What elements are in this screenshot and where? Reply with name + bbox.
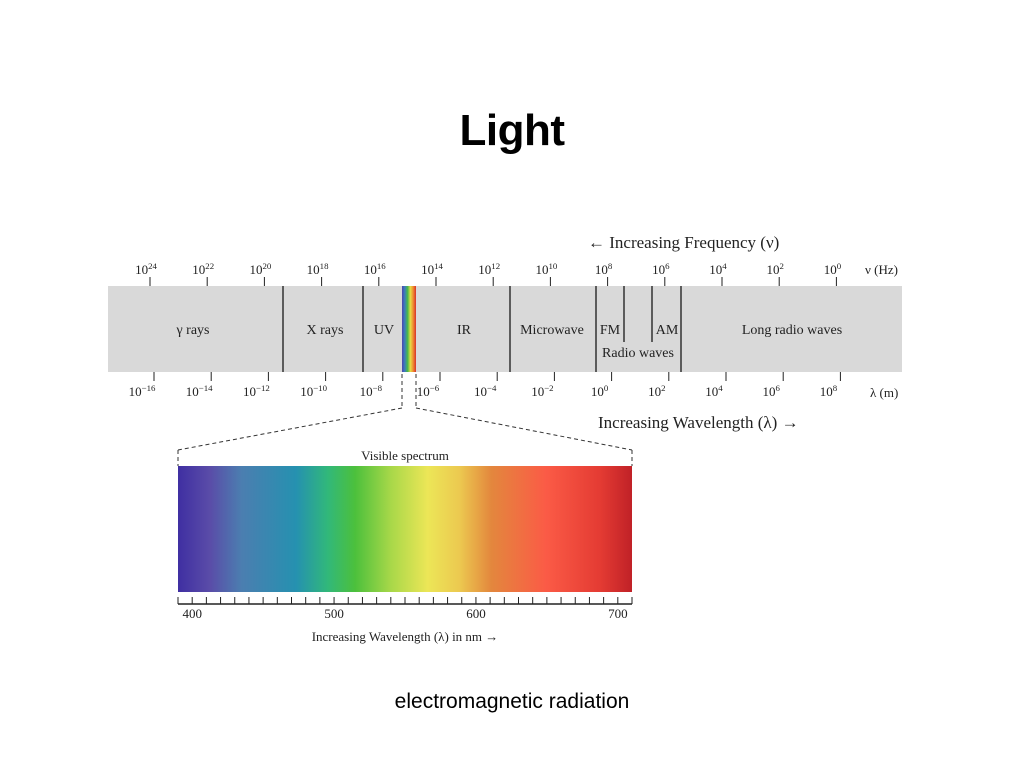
visible-strip (402, 286, 416, 372)
wave-tick-label: 10−8 (360, 383, 383, 399)
visible-tick-label: 500 (324, 606, 344, 621)
wave-tick-label: 10−6 (417, 383, 440, 399)
region-gamma: γ rays (175, 323, 209, 338)
region-microwave: Microwave (520, 323, 584, 338)
wavelength-axis: 10−16 10−14 10−12 10−10 10−8 10−6 10−4 10−2 100 1… (129, 372, 841, 399)
freq-tick-label: 1012 (478, 261, 500, 277)
zoom-connector (177, 374, 633, 466)
region-dividers (282, 286, 682, 372)
freq-tick-label: 1022 (192, 261, 214, 277)
spectrum-band (108, 286, 902, 372)
freq-tick-label: 1016 (364, 261, 386, 277)
freq-tick-label: 100 (824, 261, 842, 277)
visible-tick-label: 700 (608, 606, 628, 621)
wave-tick-label: 104 (705, 383, 723, 399)
region-long-radio: Long radio waves (742, 323, 842, 338)
wavelength-arrow-label: Increasing Wavelength (λ) → (598, 413, 799, 432)
region-am: AM (656, 323, 679, 338)
wave-tick-label: 10−2 (531, 383, 553, 399)
region-xray: X rays (307, 323, 344, 338)
frequency-axis: 1024 1022 1020 1018 1016 1014 1012 1010 108 106 10… (135, 261, 842, 286)
slide-title: Light (459, 106, 565, 155)
wave-tick-label: 102 (648, 383, 665, 399)
region-fm: FM (600, 323, 621, 338)
visible-spectrum-bar (178, 466, 632, 592)
frequency-unit-label: ν (Hz) (865, 262, 898, 277)
freq-tick-label: 102 (766, 261, 783, 277)
freq-tick-label: 1014 (421, 261, 443, 277)
visible-tick-label: 600 (466, 606, 486, 621)
wave-tick-label: 10−12 (243, 383, 270, 399)
wave-tick-label: 108 (820, 383, 838, 399)
region-ir: IR (457, 323, 472, 338)
freq-tick-label: 1018 (307, 261, 329, 277)
slide-caption: electromagnetic radiation (394, 690, 630, 713)
freq-tick-label: 1020 (249, 261, 271, 277)
wave-tick-label: 106 (762, 383, 780, 399)
frequency-arrow-label: ← Increasing Frequency (ν) (588, 233, 779, 252)
freq-tick-label: 104 (709, 261, 727, 277)
visible-spectrum-title: Visible spectrum (361, 448, 449, 463)
region-uv: UV (374, 323, 394, 338)
wavelength-unit-label: λ (m) (870, 385, 898, 400)
wave-tick-label: 10−16 (129, 383, 156, 399)
freq-tick-label: 1010 (535, 261, 557, 277)
visible-tick-label: 400 (182, 606, 202, 621)
region-radio: Radio waves (602, 346, 674, 361)
freq-tick-label: 1024 (135, 261, 157, 277)
wave-tick-label: 10−10 (300, 383, 327, 399)
visible-axis: 400 500 600 700 (177, 597, 633, 621)
wave-tick-label: 10−4 (474, 383, 497, 399)
wave-tick-label: 10−14 (186, 383, 213, 399)
visible-axis-label: Increasing Wavelength (λ) in nm → (312, 629, 499, 644)
freq-tick-label: 108 (595, 261, 613, 277)
wave-tick-label: 100 (591, 383, 609, 399)
freq-tick-label: 106 (652, 261, 670, 277)
